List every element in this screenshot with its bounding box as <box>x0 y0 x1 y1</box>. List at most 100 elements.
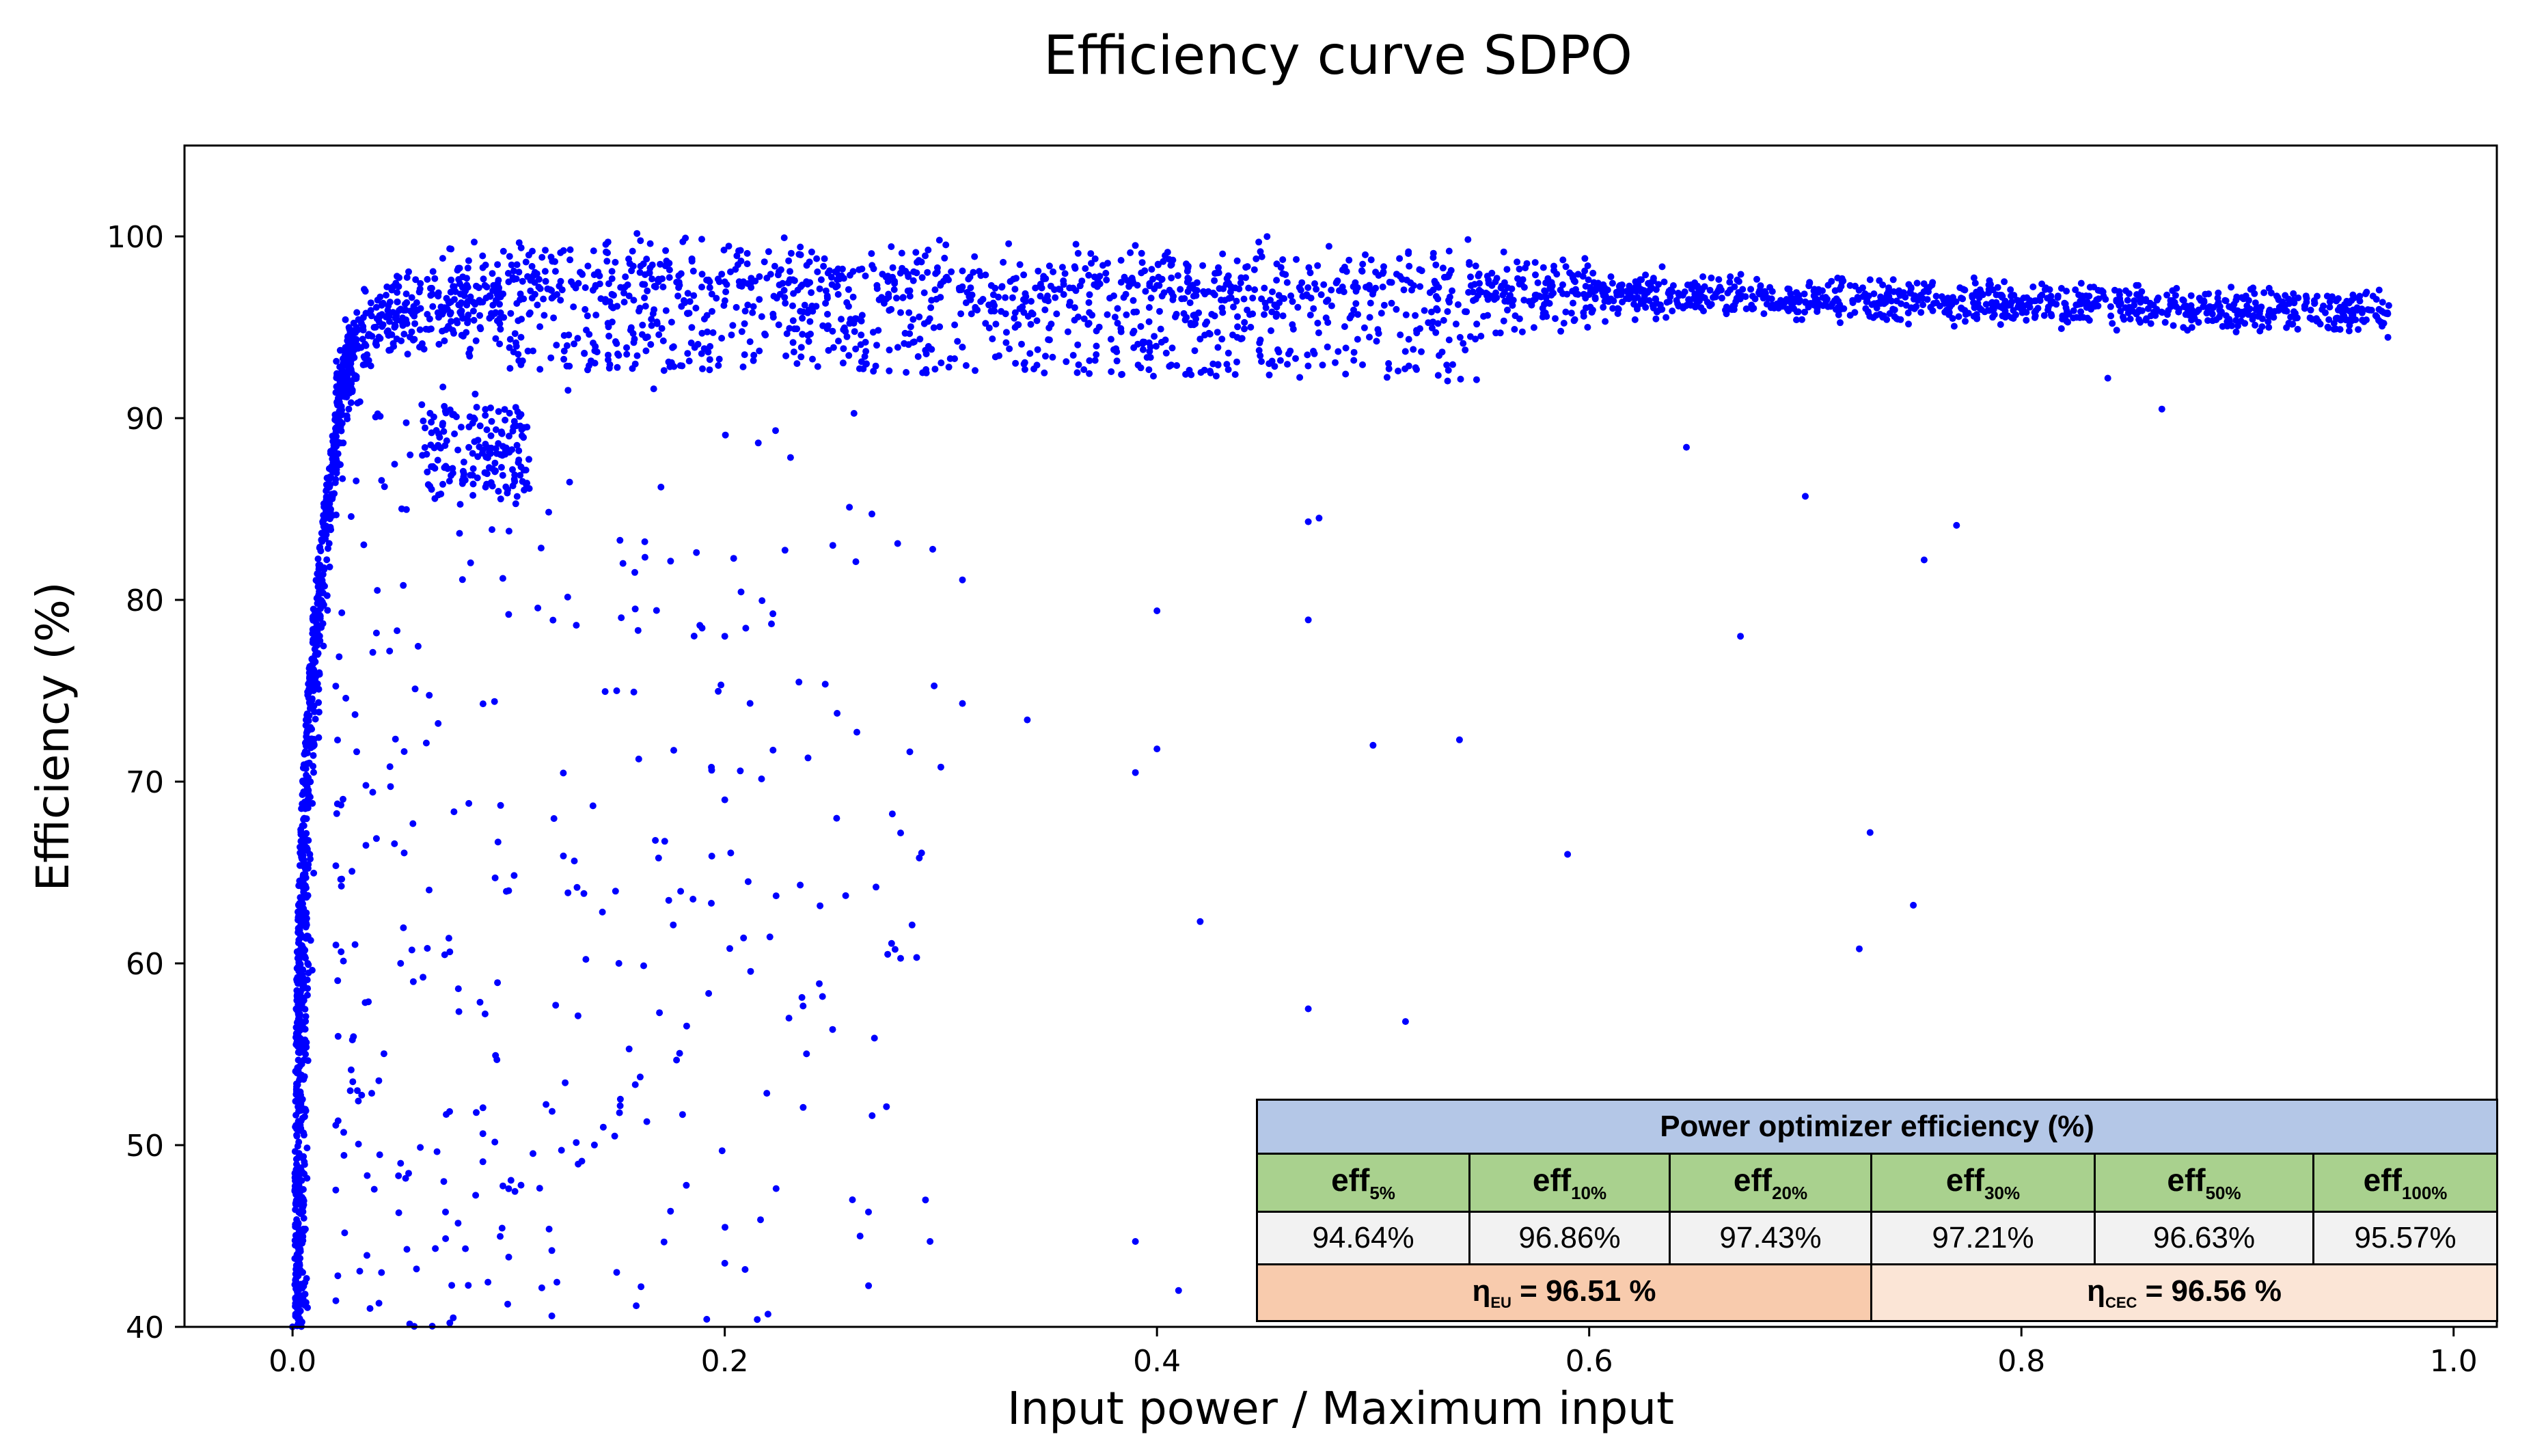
scatter-point <box>648 316 655 323</box>
scatter-point <box>1920 556 1928 564</box>
scatter-point <box>608 268 616 275</box>
scatter-point <box>862 272 869 279</box>
scatter-point <box>1543 299 1550 306</box>
scatter-point <box>663 258 670 264</box>
value-eff-100: 95.57% <box>2312 1211 2499 1265</box>
scatter-point <box>845 352 853 359</box>
scatter-point <box>733 303 740 311</box>
scatter-point <box>1783 305 1791 313</box>
scatter-point <box>1819 287 1826 294</box>
scatter-point <box>641 281 648 288</box>
scatter-point <box>441 442 449 450</box>
scatter-point <box>343 412 351 420</box>
scatter-point <box>1488 269 1496 277</box>
scatter-point <box>1530 324 1537 331</box>
scatter-point <box>450 808 458 816</box>
scatter-point <box>2352 306 2359 314</box>
scatter-point <box>888 243 895 250</box>
scatter-point <box>499 575 506 582</box>
scatter-point <box>2062 311 2070 318</box>
scatter-point <box>1234 323 1242 331</box>
scatter-point <box>2222 297 2230 305</box>
scatter-point <box>853 728 860 736</box>
scatter-point <box>1699 293 1706 301</box>
scatter-point <box>819 993 826 1000</box>
scatter-point <box>1777 297 1784 304</box>
scatter-point <box>530 1150 536 1157</box>
scatter-point <box>2109 320 2116 327</box>
value-eff-30: 97.21% <box>1870 1211 2096 1265</box>
scatter-point <box>1466 259 1473 266</box>
scatter-point <box>528 262 536 270</box>
scatter-point <box>1367 299 1374 307</box>
scatter-point <box>2378 318 2385 326</box>
scatter-point <box>355 1140 362 1148</box>
scatter-point <box>1405 335 1412 343</box>
scatter-point <box>291 1237 299 1244</box>
scatter-point <box>303 717 311 724</box>
scatter-point <box>327 523 334 531</box>
scatter-point <box>1279 312 1287 320</box>
scatter-point <box>816 285 823 292</box>
scatter-point <box>650 385 657 393</box>
scatter-point <box>646 240 654 247</box>
scatter-point <box>505 887 512 894</box>
scatter-point <box>1271 363 1278 370</box>
scatter-point <box>1342 370 1350 378</box>
scatter-point <box>487 404 494 411</box>
scatter-point <box>2241 320 2249 327</box>
scatter-point <box>1501 288 1508 296</box>
scatter-point <box>1634 294 1641 301</box>
scatter-point <box>768 620 775 628</box>
scatter-point <box>899 294 907 301</box>
scatter-point <box>1988 300 1995 307</box>
scatter-point <box>1589 269 1597 277</box>
scatter-point <box>573 622 580 629</box>
scatter-point <box>750 303 757 310</box>
scatter-point <box>1279 256 1287 263</box>
scatter-point <box>1688 284 1696 292</box>
scatter-point <box>1585 291 1593 299</box>
scatter-point <box>625 1045 633 1053</box>
scatter-point <box>331 490 338 497</box>
scatter-point <box>1962 318 1969 325</box>
scatter-point <box>662 247 670 254</box>
scatter-point <box>717 681 725 689</box>
scatter-point <box>2117 307 2124 315</box>
scatter-point <box>492 467 500 475</box>
scatter-point <box>1581 255 1589 262</box>
scatter-point <box>457 424 465 431</box>
scatter-point <box>1293 256 1300 263</box>
scatter-point <box>998 284 1005 291</box>
scatter-point <box>354 1087 361 1095</box>
scatter-point <box>299 1105 307 1112</box>
scatter-point <box>1571 316 1578 323</box>
scatter-point <box>1802 493 1809 500</box>
scatter-point <box>402 419 410 426</box>
scatter-point <box>418 401 426 409</box>
scatter-point <box>376 312 383 319</box>
scatter-point <box>557 277 564 285</box>
scatter-point <box>1074 249 1082 257</box>
scatter-point <box>631 568 638 576</box>
scatter-point <box>684 310 692 318</box>
scatter-point <box>299 822 307 829</box>
scatter-point <box>2001 297 2009 305</box>
scatter-point <box>805 338 812 345</box>
scatter-point <box>799 314 806 322</box>
scatter-point <box>1306 269 1314 277</box>
scatter-point <box>780 234 788 241</box>
scatter-point <box>586 331 593 338</box>
scatter-point <box>1477 333 1485 340</box>
scatter-point <box>1552 315 1559 322</box>
scatter-point <box>1978 289 1985 297</box>
scatter-point <box>756 296 763 303</box>
scatter-point <box>758 313 765 320</box>
scatter-point <box>1735 278 1742 285</box>
scatter-point <box>889 273 897 281</box>
scatter-point <box>305 759 313 767</box>
scatter-point <box>1893 315 1900 322</box>
scatter-point <box>605 364 613 372</box>
scatter-point <box>1395 368 1401 374</box>
scatter-point <box>959 700 966 707</box>
